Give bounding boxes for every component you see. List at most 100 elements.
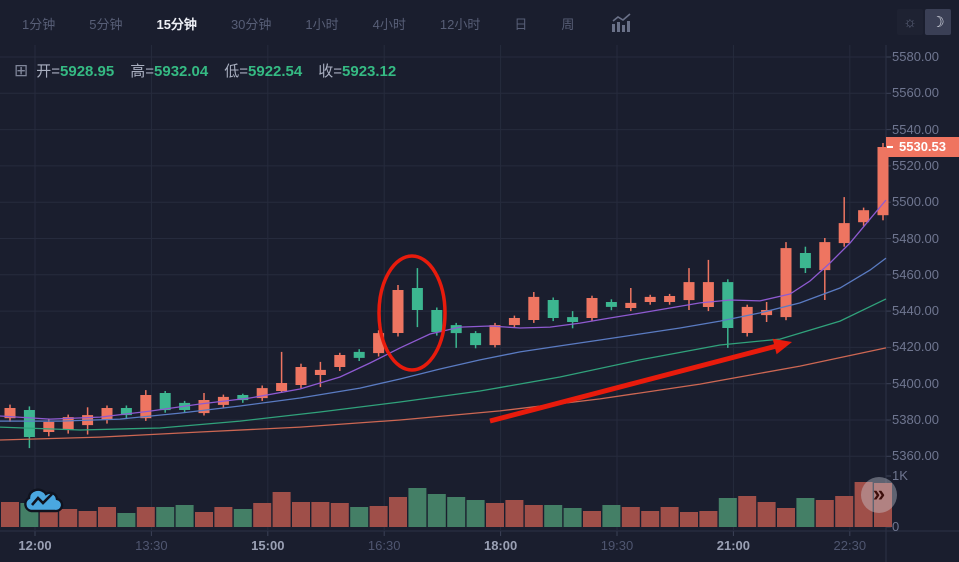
candle-body (799, 253, 811, 269)
volume-tick-label: 1K (892, 468, 908, 483)
time-axis[interactable]: 12:00 13:30 15:00 16:30 18:00 19:30 21:00 22:30 (0, 531, 959, 562)
annotation-circle (377, 254, 447, 372)
timeframe-tab[interactable]: 日 (514, 16, 528, 32)
candle-body (450, 325, 462, 334)
timeframe-tab[interactable]: 1分钟 (22, 16, 56, 32)
time-tick-label: 21:00 (716, 538, 751, 553)
timeframe-tab[interactable]: 15分钟 (156, 16, 197, 32)
candle-body (625, 302, 637, 308)
price-tick-label: 5480.00 (892, 230, 939, 246)
candle-body (819, 242, 831, 271)
volume-bar (369, 506, 388, 527)
volume-bar (699, 511, 718, 527)
time-tick-label: 15:00 (251, 538, 285, 553)
volume-bar (738, 496, 757, 527)
candle-body (528, 296, 540, 320)
volume-bar (59, 509, 78, 527)
ohlc-item: 低=5922.54 (224, 63, 302, 80)
price-tick-label: 5420.00 (892, 339, 939, 355)
candle-body (4, 408, 16, 419)
volume-bar (1, 502, 19, 527)
ma-slow-green-line (0, 298, 887, 431)
expand-more-button[interactable]: » (861, 477, 897, 513)
timeframe-tabs: 1分钟 5分钟 15分钟 30分钟 1小时 4小时 12小时 日 周 (0, 14, 608, 33)
volume-bar (78, 511, 97, 527)
candle-body (159, 393, 171, 411)
price-tick-label: 5460.00 (892, 266, 939, 282)
timeframe-tab[interactable]: 5分钟 (89, 16, 123, 32)
candle-body (140, 395, 152, 419)
candle-body (683, 282, 695, 301)
candle-body (761, 310, 773, 316)
ohlc-item-value: 5922.54 (248, 63, 303, 80)
candle-body (295, 367, 307, 385)
brand-logo-icon (24, 488, 64, 513)
price-tick-label: 5380.00 (892, 412, 939, 427)
volume-bar (796, 498, 815, 527)
volume-bar (447, 497, 466, 527)
ohlc-item: 高=5932.04 (130, 63, 208, 80)
candle-body (101, 408, 113, 420)
grid-expand-icon[interactable]: ⊞ (14, 61, 29, 80)
ohlc-item-label: 开= (36, 63, 61, 80)
volume-bar (602, 505, 621, 527)
volume-bar (136, 507, 155, 527)
light-theme-button[interactable]: ☼ (897, 9, 923, 35)
candle-body (411, 288, 423, 310)
brand-logo (22, 486, 64, 523)
candle-body (780, 248, 792, 318)
timeframe-tab[interactable]: 30分钟 (230, 16, 272, 32)
volume-bar (330, 503, 349, 527)
timeframe-tab[interactable]: 12小时 (439, 16, 481, 32)
volume-bar (621, 507, 640, 527)
volume-bar (874, 483, 892, 527)
double-chevron-right-icon: » (872, 480, 886, 506)
volume-bar (117, 513, 136, 527)
current-price-tag: 5530.53 (886, 136, 959, 157)
candle-body (858, 210, 870, 223)
candle-body (586, 298, 598, 318)
candle-body (353, 351, 365, 358)
volume-bar (835, 496, 854, 527)
price-tick-label: 5580.00 (892, 49, 939, 64)
price-tick-label: 5360.00 (892, 448, 939, 464)
volume-bar (175, 505, 194, 527)
candle-body (702, 282, 714, 307)
volume-bar (757, 502, 776, 527)
volume-bar (641, 511, 660, 527)
candle-body (43, 422, 55, 432)
price-axis[interactable]: 5580.00 5560.00 5540.00 5520.00 5500.00 5480.… (886, 0, 959, 562)
ohlc-item-value: 5928.95 (60, 63, 115, 80)
ohlc-item: 收=5923.12 (318, 63, 396, 80)
timeframe-tab[interactable]: 4小时 (372, 16, 406, 32)
candle-body (877, 147, 889, 216)
volume-bar (718, 498, 737, 527)
ohlc-readout: ⊞ 开=5928.95 高=5932.04 低=5922.54 收=5923.12 (14, 60, 412, 81)
time-tick-label: 22:30 (833, 538, 867, 553)
price-tick-label: 5400.00 (892, 375, 939, 391)
volume-bar (311, 502, 330, 527)
candle-body (392, 290, 404, 333)
volume-bar (466, 500, 485, 527)
ma-mid-blue-line (0, 257, 887, 422)
volume-bar (486, 503, 504, 527)
candle-body (373, 333, 385, 354)
volume-bar (815, 500, 834, 527)
price-tick-label: 5500.00 (892, 194, 939, 210)
candle-body (838, 223, 850, 244)
candle-body (547, 300, 559, 318)
ohlc-item-label: 收= (318, 63, 343, 80)
chart-style-button[interactable] (610, 12, 634, 34)
price-tick-label: 5440.00 (892, 303, 939, 319)
timeframe-tab[interactable]: 1小时 (305, 16, 339, 32)
ohlc-item: 开=5928.95 (36, 63, 114, 80)
annotation-arrow-head (772, 338, 792, 355)
volume-bar (253, 503, 272, 527)
timeframe-tab[interactable]: 周 (561, 16, 575, 32)
price-tag-tick (887, 145, 893, 148)
dark-theme-button[interactable]: ☽ (925, 9, 951, 35)
price-tick-label: 5540.00 (892, 121, 939, 137)
volume-tick-label: 0 (892, 519, 900, 534)
